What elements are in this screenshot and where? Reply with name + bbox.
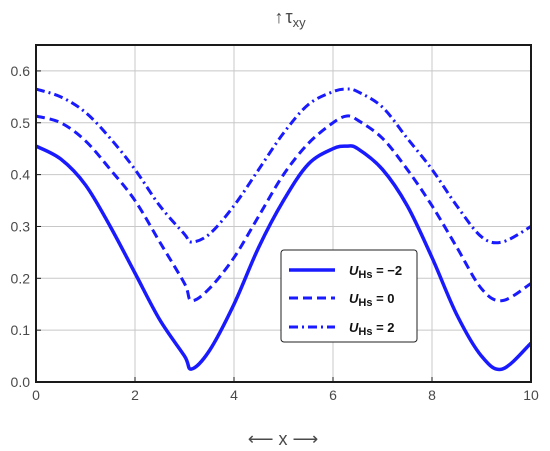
ticks: 0 2 4 6 8 10 0.0 0.1 0.2 0.3 0.4 0.5 0.6 bbox=[11, 63, 539, 403]
x-axis-label: ⟵ x ⟶ bbox=[248, 429, 319, 449]
x-tick-label: 2 bbox=[131, 387, 139, 403]
y-tick-label: 0.1 bbox=[11, 322, 31, 338]
legend: UHs = −2 UHs = 0 UHs = 2 bbox=[280, 249, 418, 343]
x-tick-label: 8 bbox=[428, 387, 436, 403]
y-tick-label: 0.4 bbox=[11, 167, 31, 183]
series-line-dashed bbox=[35, 114, 532, 303]
y-tick-label: 0.3 bbox=[11, 218, 31, 234]
y-axis-label: ↑ τxy bbox=[274, 7, 306, 30]
x-tick-label: 10 bbox=[523, 387, 539, 403]
y-tick-label: 0.2 bbox=[11, 270, 31, 286]
x-tick-label: 4 bbox=[230, 387, 238, 403]
legend-label: UHs = 2 bbox=[349, 320, 395, 338]
legend-label: UHs = 0 bbox=[349, 291, 395, 309]
legend-box bbox=[280, 249, 418, 343]
y-axis-label-arrow: ↑ bbox=[274, 7, 283, 27]
series-line-solid bbox=[35, 144, 533, 372]
x-tick-label: 0 bbox=[32, 387, 40, 403]
plot-frame bbox=[35, 44, 532, 383]
y-tick-label: 0.6 bbox=[11, 63, 31, 79]
y-axis-label-subscript: xy bbox=[293, 15, 307, 30]
y-axis-label-symbol: τ bbox=[285, 7, 292, 27]
x-tick-label: 6 bbox=[329, 387, 337, 403]
y-tick-label: 0.5 bbox=[11, 115, 31, 131]
series-lines bbox=[35, 87, 533, 372]
y-tick-label: 0.0 bbox=[11, 374, 31, 390]
series-line-dashdot bbox=[35, 87, 532, 245]
legend-label: UHs = −2 bbox=[349, 263, 402, 281]
